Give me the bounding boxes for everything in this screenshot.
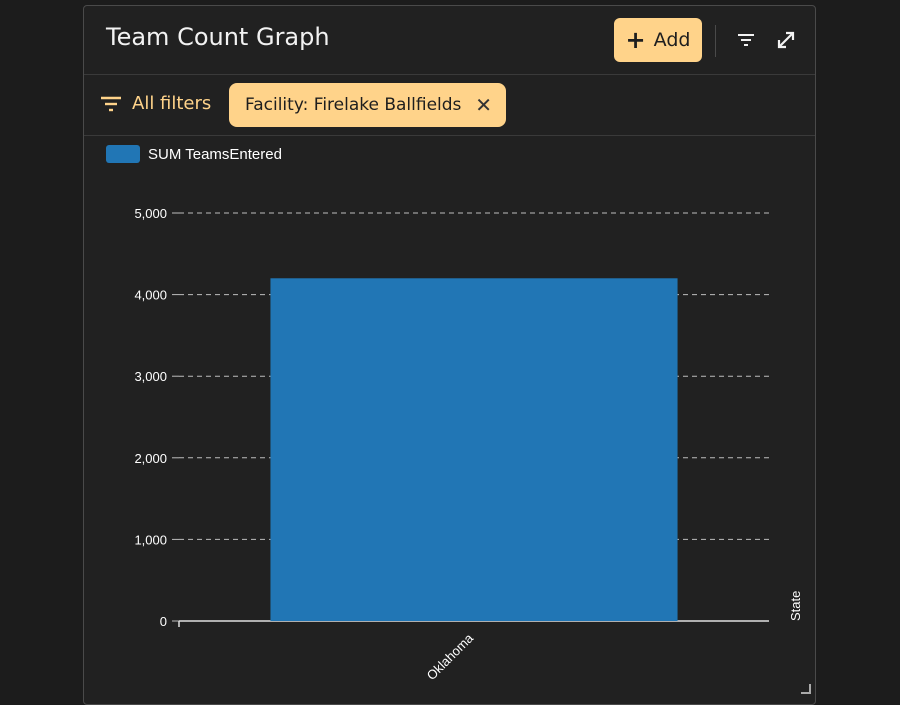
add-button[interactable]: + Add — [614, 18, 702, 62]
y-tick-label: 1,000 — [134, 532, 167, 547]
y-tick-label: 2,000 — [134, 451, 167, 466]
all-filters-button[interactable]: All filters — [100, 93, 211, 114]
x-axis-label: State — [788, 591, 803, 621]
header-divider — [715, 25, 716, 57]
y-tick-label: 0 — [160, 614, 167, 629]
bar-oklahoma — [270, 278, 678, 621]
filter-lines-icon[interactable] — [734, 28, 758, 52]
y-tick-label: 5,000 — [134, 206, 167, 221]
y-tick-label: 4,000 — [134, 288, 167, 303]
all-filters-label: All filters — [132, 93, 212, 114]
panel-header: Team Count Graph + Add — [84, 6, 815, 75]
chart-panel: Team Count Graph + Add — [83, 5, 816, 705]
legend-swatch — [106, 145, 140, 163]
expand-icon[interactable] — [774, 28, 798, 52]
filter-icon — [101, 96, 121, 111]
close-icon[interactable]: ✕ — [475, 93, 492, 117]
x-tick-label: Oklahoma — [424, 630, 477, 683]
facility-filter-chip[interactable]: Facility: Firelake Ballfields ✕ — [229, 83, 506, 127]
bar-chart: 0 1,000 2,000 3,000 4,000 5,000 Oklahoma State — [134, 206, 803, 683]
filter-bar: All filters Facility: Firelake Ballfield… — [84, 75, 815, 136]
chart-legend: SUM TeamsEntered — [106, 145, 282, 163]
panel-title: Team Count Graph — [106, 23, 330, 51]
add-button-label: Add — [653, 29, 691, 51]
legend-label: SUM TeamsEntered — [148, 145, 282, 163]
facility-filter-chip-label: Facility: Firelake Ballfields — [245, 95, 462, 115]
y-tick-label: 3,000 — [134, 369, 167, 384]
resize-handle-icon[interactable] — [801, 684, 811, 694]
plus-icon: + — [625, 26, 646, 54]
